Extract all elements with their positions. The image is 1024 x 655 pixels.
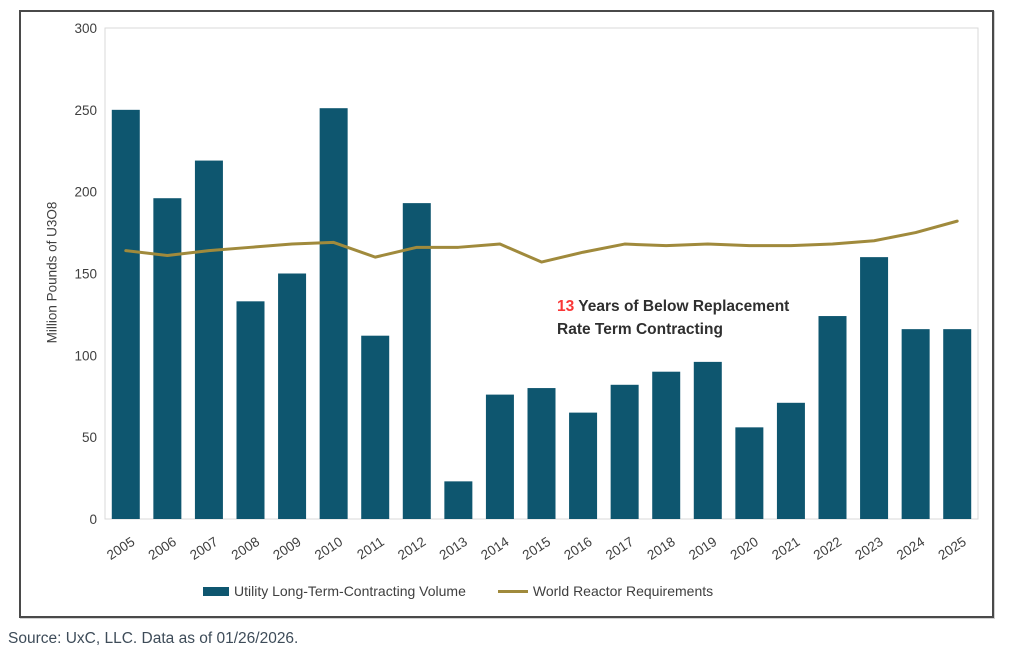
annotation-text-2: Rate Term Contracting (557, 321, 723, 338)
bar-2008 (236, 301, 265, 519)
legend-item-line: World Reactor Requirements (497, 583, 714, 599)
bar-2020 (735, 427, 764, 519)
bar-2012 (402, 203, 431, 519)
bar-swatch-icon (203, 586, 229, 596)
x-tick-label: 2022 (811, 534, 844, 563)
x-tick-label: 2012 (395, 534, 428, 563)
y-tick-label: 300 (74, 21, 97, 36)
bar-2023 (860, 257, 889, 519)
x-tick-label: 2009 (270, 534, 303, 563)
x-tick-label: 2021 (769, 534, 802, 563)
x-tick-label: 2023 (852, 534, 885, 563)
y-tick-label: 50 (82, 430, 97, 445)
annotation-line-1: 13 Years of Below Replacement (557, 295, 789, 318)
bar-2017 (610, 384, 639, 519)
requirements-line (124, 219, 959, 264)
x-tick-label: 2018 (644, 534, 677, 563)
line-swatch-icon (497, 589, 528, 593)
source-note: Source: UxC, LLC. Data as of 01/26/2026. (8, 630, 299, 647)
bar-2014 (485, 394, 514, 519)
bar-2025 (943, 329, 972, 519)
x-tick-label: 2025 (935, 534, 968, 563)
legend-label-line: World Reactor Requirements (532, 583, 714, 599)
bar-2024 (901, 329, 930, 519)
legend: Utility Long-Term-Contracting Volume Wor… (203, 583, 713, 599)
annotation-highlight: 13 (557, 298, 575, 315)
legend-label-bars: Utility Long-Term-Contracting Volume (234, 583, 466, 599)
y-axis-title: Million Pounds of U3O8 (44, 201, 60, 344)
x-tick-label: 2020 (728, 534, 761, 563)
bar-2011 (361, 335, 390, 519)
y-tick-label: 250 (74, 103, 97, 118)
bar-2005 (111, 109, 140, 519)
bar-2016 (569, 412, 598, 519)
x-tick-label: 2005 (104, 534, 137, 563)
bar-2022 (818, 316, 847, 519)
bar-2021 (776, 402, 805, 519)
x-tick-label: 2017 (603, 534, 636, 563)
x-tick-label: 2014 (478, 534, 512, 563)
bar-2010 (319, 108, 348, 520)
bar-2018 (652, 371, 681, 519)
bar-2009 (278, 273, 307, 519)
chart-frame: 0 50 100 150 200 250 300 2005 2006 2007 2008 2009 20… (19, 10, 994, 618)
x-tick-label: 2010 (312, 534, 345, 563)
x-tick-label: 2016 (561, 534, 594, 563)
y-tick-label: 150 (74, 267, 97, 282)
legend-item-bars: Utility Long-Term-Contracting Volume (203, 583, 466, 599)
x-tick-label: 2008 (229, 534, 262, 563)
bar-2007 (194, 160, 223, 519)
bar-2013 (444, 481, 473, 519)
x-tick-label: 2006 (146, 534, 179, 563)
annotation-text-1: Years of Below Replacement (574, 298, 790, 315)
annotation: 13 Years of Below Replacement Rate Term … (557, 295, 789, 341)
chart-plot: 0 50 100 150 200 250 300 2005 2006 2007 2008 2009 20… (74, 21, 979, 563)
y-tick-label: 0 (89, 512, 97, 527)
x-tick-label: 2007 (187, 534, 220, 563)
x-tick-label: 2013 (437, 534, 470, 563)
x-tick-label: 2019 (686, 534, 719, 563)
x-tick-label: 2024 (894, 534, 928, 563)
bar-2019 (693, 361, 722, 519)
y-tick-label: 200 (74, 185, 97, 200)
y-tick-label: 100 (74, 348, 97, 363)
bar-2015 (527, 388, 556, 519)
x-tick-label: 2015 (520, 534, 553, 563)
bar-2006 (153, 198, 182, 520)
x-tick-label: 2011 (354, 534, 387, 562)
